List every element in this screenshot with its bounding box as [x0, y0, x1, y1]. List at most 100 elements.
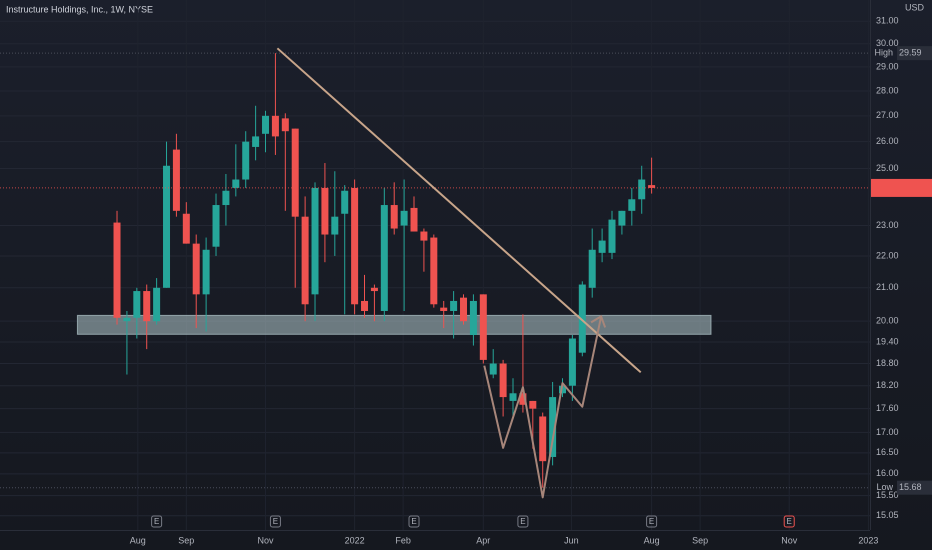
candle-body — [509, 393, 517, 401]
low-marker-label: Low — [876, 482, 893, 492]
y-tick-label: 29.00 — [876, 61, 899, 71]
earnings-badge — [408, 515, 420, 528]
candle-body — [222, 190, 230, 206]
candle-body — [460, 297, 468, 322]
candle-body — [242, 141, 250, 180]
y-tick-label: 17.00 — [876, 427, 899, 437]
y-tick-label: 20.00 — [876, 316, 899, 326]
candle-body — [450, 300, 458, 311]
y-tick-label: 15.50 — [876, 490, 899, 500]
candle-body — [469, 300, 477, 336]
y-tick-label: 16.00 — [876, 468, 899, 478]
x-tick-label: Jun — [564, 535, 579, 545]
x-tick-label: Aug — [130, 535, 146, 545]
candle-body — [123, 317, 131, 322]
candle-body — [202, 249, 210, 295]
y-tick-label: 19.40 — [876, 336, 899, 346]
candle-body — [588, 249, 596, 288]
y-tick-label: 26.00 — [876, 136, 899, 146]
y-tick-label: 23.00 — [876, 220, 899, 230]
x-tick-label: Aug — [644, 535, 660, 545]
candle-body — [301, 216, 309, 305]
earnings-badge — [269, 515, 281, 528]
y-tick-label: 22.00 — [876, 250, 899, 260]
candle-body — [153, 287, 161, 322]
candle-body — [380, 205, 388, 311]
candle-body — [400, 210, 408, 226]
earnings-badge — [517, 515, 529, 528]
earnings-label: E — [273, 517, 278, 526]
x-tick-label: Sep — [692, 535, 708, 545]
chart-title: Instructure Holdings, Inc., 1W, NYSE — [6, 4, 153, 14]
support-zone — [76, 314, 712, 335]
candle-body — [271, 115, 279, 137]
candle-body — [252, 136, 260, 147]
y-tick-label: 17.60 — [876, 403, 899, 413]
x-tick-label: Apr — [476, 535, 490, 545]
last-price-badge — [871, 178, 932, 197]
candle-body — [440, 307, 448, 311]
y-tick-label: 30.00 — [876, 38, 899, 48]
candle-body — [618, 210, 626, 226]
candle-body — [370, 287, 378, 292]
candle-body — [638, 179, 646, 200]
x-tick-label: Nov — [258, 535, 275, 545]
earnings-label: E — [649, 517, 654, 526]
candle-body — [410, 207, 418, 232]
candle-body — [559, 385, 567, 394]
trendline — [276, 47, 642, 374]
candle-body — [539, 416, 547, 462]
y-tick-label: 25.00 — [876, 163, 899, 173]
pattern-path — [483, 316, 603, 499]
candle-body — [351, 187, 359, 305]
candle-body — [361, 300, 369, 311]
x-tick-label: Sep — [178, 535, 194, 545]
pattern-arrowhead — [590, 314, 607, 328]
y-tick-label: 28.00 — [876, 85, 899, 95]
candle-body — [281, 118, 289, 132]
candle-body — [311, 187, 319, 295]
candle-body — [420, 231, 428, 241]
earnings-label: E — [154, 517, 159, 526]
x-tick-label: 2022 — [345, 535, 365, 545]
y-tick-label: 15.05 — [876, 510, 899, 520]
earnings-badge — [151, 515, 163, 528]
candle-body — [568, 338, 576, 386]
y-tick-label: 18.80 — [876, 358, 899, 368]
candle-body — [549, 397, 557, 457]
candle-body — [648, 185, 656, 188]
candle-body — [321, 187, 329, 235]
candle-body — [143, 291, 151, 322]
high-marker-value: 29.59 — [899, 48, 922, 58]
high-marker-badge — [897, 46, 932, 61]
candle-body — [519, 393, 527, 405]
earnings-label: E — [787, 517, 792, 526]
candle-body — [430, 237, 438, 305]
high-marker-label: High — [874, 48, 893, 58]
candle-body — [598, 240, 606, 253]
y-tick-label: 18.20 — [876, 380, 899, 390]
x-tick-label: 2023 — [858, 535, 878, 545]
candle-body — [262, 115, 270, 134]
earnings-badge — [646, 515, 658, 528]
candle-body — [331, 216, 339, 235]
candle-body — [212, 205, 220, 247]
candle-body — [608, 219, 616, 253]
candle-body — [628, 199, 636, 211]
candle-body — [578, 284, 586, 353]
earnings-badge — [783, 515, 795, 528]
candle-body — [341, 190, 349, 214]
candle-body — [133, 291, 141, 318]
x-tick-label: Feb — [395, 535, 411, 545]
candle-body — [529, 400, 537, 409]
y-tick-label: 27.00 — [876, 110, 899, 120]
y-tick-label: 31.00 — [876, 16, 899, 26]
y-tick-label: 16.50 — [876, 447, 899, 457]
candle-body — [489, 363, 497, 375]
candle-body — [163, 165, 171, 288]
candle-body — [232, 179, 240, 188]
x-tick-label: Nov — [781, 535, 798, 545]
currency: USD — [905, 2, 925, 12]
